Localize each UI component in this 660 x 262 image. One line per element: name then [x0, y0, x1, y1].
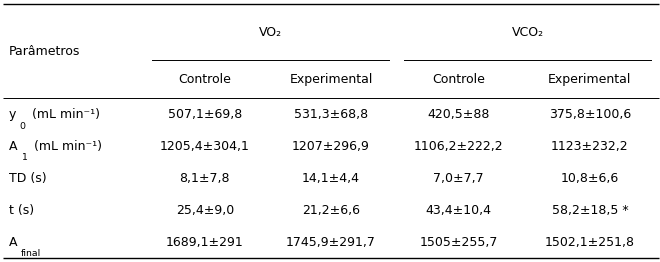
Text: (mL min⁻¹): (mL min⁻¹)	[28, 108, 100, 121]
Text: 8,1±7,8: 8,1±7,8	[180, 172, 230, 185]
Text: 1: 1	[21, 154, 27, 162]
Text: VO₂: VO₂	[259, 26, 282, 39]
Text: Controle: Controle	[178, 73, 231, 86]
Text: VCO₂: VCO₂	[512, 26, 544, 39]
Text: 420,5±88: 420,5±88	[428, 108, 490, 121]
Text: 10,8±6,6: 10,8±6,6	[561, 172, 619, 185]
Text: 1106,2±222,2: 1106,2±222,2	[414, 140, 504, 153]
Text: 25,4±9,0: 25,4±9,0	[176, 204, 234, 217]
Text: 14,1±4,4: 14,1±4,4	[302, 172, 360, 185]
Text: 1502,1±251,8: 1502,1±251,8	[545, 236, 635, 249]
Text: TD (s): TD (s)	[9, 172, 46, 185]
Text: Experimental: Experimental	[548, 73, 632, 86]
Text: 0: 0	[19, 122, 26, 130]
Text: y: y	[9, 108, 16, 121]
Text: (mL min⁻¹): (mL min⁻¹)	[30, 140, 102, 153]
Text: A: A	[9, 236, 17, 249]
Text: 1207±296,9: 1207±296,9	[292, 140, 370, 153]
Text: 507,1±69,8: 507,1±69,8	[168, 108, 242, 121]
Text: t (s): t (s)	[9, 204, 34, 217]
Text: Controle: Controle	[432, 73, 485, 86]
Text: 21,2±6,6: 21,2±6,6	[302, 204, 360, 217]
Text: 375,8±100,6: 375,8±100,6	[548, 108, 631, 121]
Text: Experimental: Experimental	[289, 73, 373, 86]
Text: final: final	[21, 249, 41, 258]
Text: 1745,9±291,7: 1745,9±291,7	[286, 236, 376, 249]
Text: 1689,1±291: 1689,1±291	[166, 236, 244, 249]
Text: 531,3±68,8: 531,3±68,8	[294, 108, 368, 121]
Text: 1123±232,2: 1123±232,2	[551, 140, 629, 153]
Text: A: A	[9, 140, 17, 153]
Text: 1505±255,7: 1505±255,7	[420, 236, 498, 249]
Text: 43,4±10,4: 43,4±10,4	[426, 204, 492, 217]
Text: 1205,4±304,1: 1205,4±304,1	[160, 140, 249, 153]
Text: 7,0±7,7: 7,0±7,7	[434, 172, 484, 185]
Text: Parâmetros: Parâmetros	[9, 45, 80, 58]
Text: 58,2±18,5 *: 58,2±18,5 *	[552, 204, 628, 217]
